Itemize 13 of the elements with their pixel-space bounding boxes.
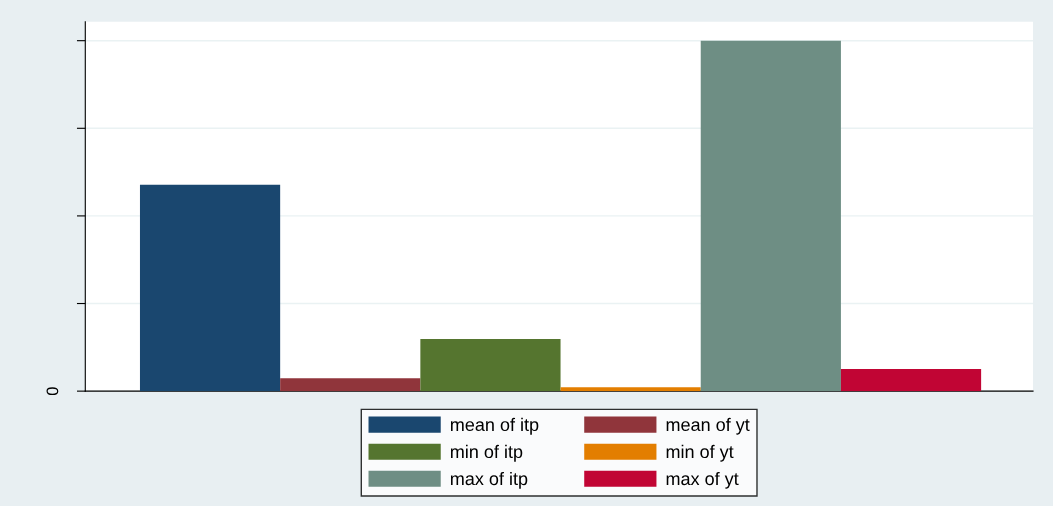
legend-label: min of yt	[666, 444, 734, 462]
bar	[420, 338, 561, 392]
bar	[280, 378, 421, 392]
legend-label: mean of itp	[450, 417, 539, 435]
legend-label: max of yt	[666, 471, 739, 489]
text: 0	[46, 387, 59, 396]
legend-label: min of itp	[450, 444, 523, 462]
bar	[139, 184, 281, 392]
legend-label: max of itp	[450, 471, 528, 489]
bar	[700, 40, 841, 392]
bar	[840, 369, 982, 392]
bar	[560, 387, 701, 392]
legend-label: mean of yt	[666, 417, 750, 435]
